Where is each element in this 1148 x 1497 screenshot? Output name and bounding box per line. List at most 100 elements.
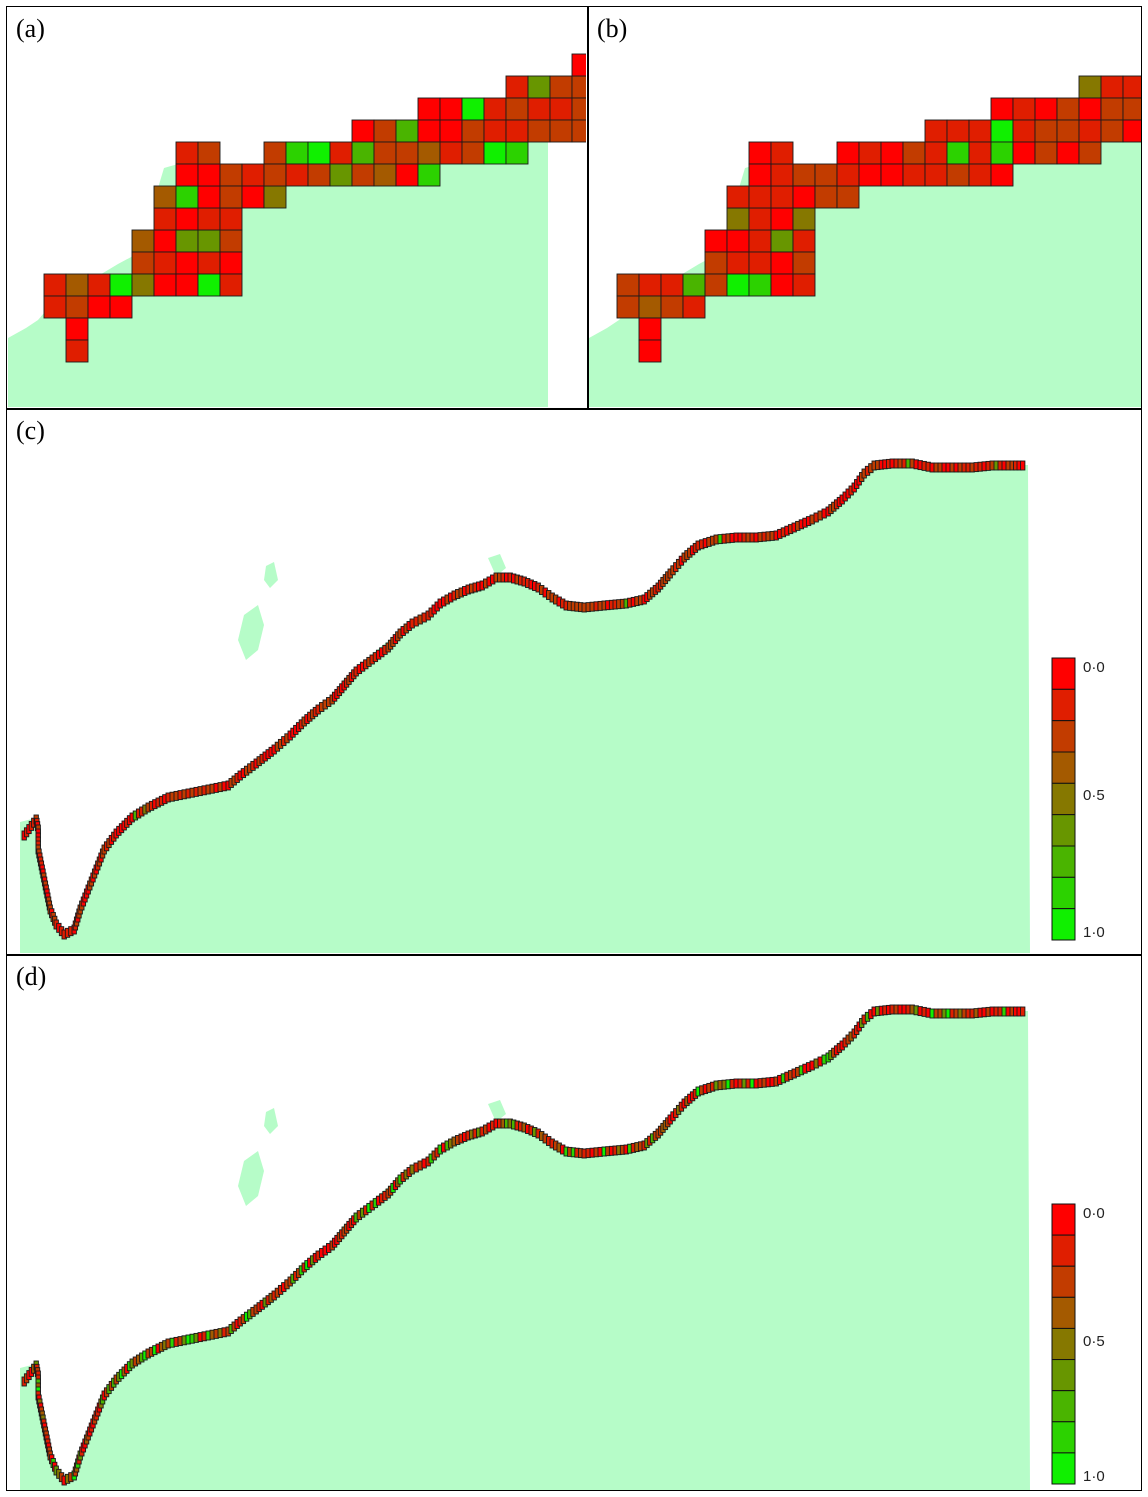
coast-cell-c [1020,460,1026,471]
grid-cell-a [263,185,287,209]
grid-cell-b [880,163,904,187]
grid-cell-a [219,185,243,209]
grid-cell-b [770,273,794,297]
grid-cell-b [748,273,772,297]
grid-cell-a [197,141,221,165]
grid-cell-b [726,185,750,209]
grid-cell-a [351,119,375,143]
cells-d [21,1004,1026,1486]
grid-cell-a [65,339,89,363]
grid-cell-a [505,141,529,165]
grid-cell-a [153,185,177,209]
grid-cell-a [549,75,573,99]
panel-label-a: (a) [16,14,45,43]
grid-cell-b [792,251,816,275]
grid-cell-b [1012,97,1036,121]
grid-cell-b [1078,97,1102,121]
island-c2 [238,605,264,660]
grid-cell-a [549,97,573,121]
grid-cell-b [704,273,728,297]
grid-cell-a [505,75,529,99]
grid-cell-b [814,163,838,187]
panel-label-c: (c) [16,416,45,445]
grid-cell-a [307,163,331,187]
panel-b: (b) [589,8,1141,407]
figure-frame [6,6,1142,1491]
grid-cell-b [704,251,728,275]
grid-cell-a [461,119,485,143]
grid-cell-a [175,163,199,187]
grid-cell-a [153,207,177,231]
land-c [20,465,1030,953]
grid-cell-a [175,251,199,275]
legend-swatch [1051,688,1076,722]
grid-cell-a [65,295,89,319]
map-d [20,1004,1030,1490]
island-d3 [488,1100,506,1122]
grid-cell-b [616,273,640,297]
grid-cell-a [329,163,353,187]
grid-cell-a [329,141,353,165]
grid-cell-b [792,163,816,187]
panel-d: (d) 0·0 0·5 1·0 [8,956,1141,1490]
grid-cell-a [241,185,265,209]
grid-cell-b [770,207,794,231]
divider-middle [6,954,1142,956]
legend-d: 0·0 0·5 1·0 [1051,1203,1121,1489]
legend-top-label: 0·0 [1083,1205,1105,1222]
legend-swatch [1051,720,1076,753]
grid-cell-b [638,273,662,297]
grid-cell-b [638,317,662,341]
grid-cell-a [417,97,441,121]
grid-cell-b [1122,97,1141,121]
grid-cell-b [792,207,816,231]
grid-cell-b [946,141,970,165]
grid-cell-a [395,141,419,165]
grid-cell-a [175,185,199,209]
grid-cell-a [219,273,243,297]
grid-cell-a [43,295,67,319]
grid-cell-a [395,119,419,143]
grid-cell-a [219,207,243,231]
legend-swatch [1051,1390,1076,1423]
grid-cell-b [836,163,860,187]
legend-swatch [1051,1265,1076,1298]
grid-cell-b [638,295,662,319]
grid-cell-b [990,97,1014,121]
grid-cell-a [219,251,243,275]
island-c1 [264,562,278,588]
grid-cell-a [483,97,507,121]
grid-cell-a [197,273,221,297]
grid-cell-b [902,163,926,187]
grid-cell-a [373,163,397,187]
cells-b [616,75,1141,363]
grid-cell-a [197,207,221,231]
grid-cell-a [351,141,375,165]
grid-cell-a [65,273,89,297]
grid-cell-b [770,141,794,165]
grid-cell-b [638,339,662,363]
grid-cell-a [87,273,111,297]
legend-mid-label: 0·5 [1083,1333,1105,1350]
grid-cell-a [505,97,529,121]
cells-c [21,458,1026,940]
grid-cell-a [483,119,507,143]
grid-cell-a [175,273,199,297]
grid-cell-a [571,53,586,77]
grid-cell-b [792,273,816,297]
grid-cell-a [285,141,309,165]
grid-cell-b [682,295,706,319]
legend-swatch [1051,1421,1076,1454]
grid-cell-a [109,295,133,319]
divider-ab [587,6,589,409]
grid-cell-b [1100,119,1124,143]
legend-swatch [1051,1203,1076,1236]
legend-swatch [1051,657,1076,690]
grid-cell-b [1056,119,1080,143]
grid-cell-a [109,273,133,297]
legend-bottom-label: 1·0 [1083,924,1105,941]
grid-cell-b [1034,119,1058,143]
grid-cell-b [1056,97,1080,121]
grid-cell-a [527,75,551,99]
grid-cell-b [726,229,750,253]
